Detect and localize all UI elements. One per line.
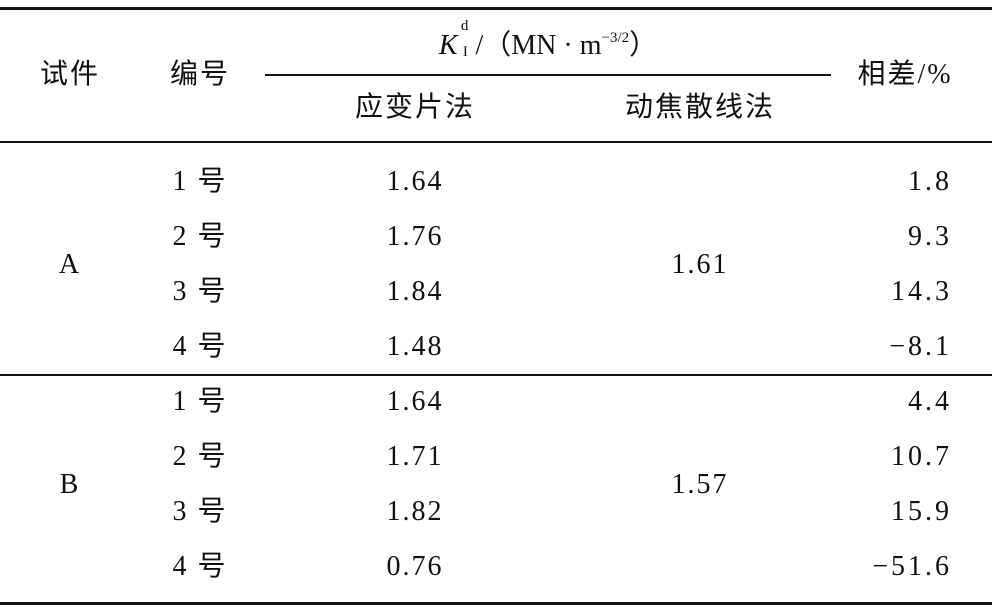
strain-value: 1.84 bbox=[386, 276, 444, 307]
bottom-rule bbox=[0, 602, 992, 605]
unit-exp: −3/2 bbox=[601, 30, 630, 46]
header-specimen: 试件 bbox=[39, 59, 101, 90]
row-number: 3 号 bbox=[172, 276, 228, 307]
unit-suffix: ） bbox=[629, 30, 658, 61]
symbol-main: K bbox=[438, 30, 458, 61]
header-number: 编号 bbox=[169, 59, 231, 90]
difference-value: 10.7 bbox=[891, 441, 952, 472]
difference-value: −8.1 bbox=[889, 331, 952, 362]
strain-value: 1.71 bbox=[386, 441, 444, 472]
strain-value: 1.64 bbox=[386, 386, 444, 417]
row-number: 2 号 bbox=[172, 221, 228, 252]
strain-value: 1.82 bbox=[386, 496, 444, 527]
difference-value: −51.6 bbox=[872, 551, 952, 582]
difference-value: 9.3 bbox=[908, 221, 952, 252]
symbol-sup: d bbox=[460, 18, 469, 34]
strain-value: 1.64 bbox=[386, 166, 444, 197]
difference-value: 1.8 bbox=[908, 166, 952, 197]
top-rule bbox=[0, 7, 992, 10]
caustic-value: 1.61 bbox=[671, 248, 729, 280]
symbol-sub: I bbox=[462, 44, 468, 60]
row-number: 4 号 bbox=[172, 551, 228, 582]
difference-value: 4.4 bbox=[908, 386, 952, 417]
strain-value: 1.76 bbox=[386, 221, 444, 252]
strain-value: 1.48 bbox=[386, 331, 444, 362]
row-number: 4 号 bbox=[172, 331, 228, 362]
row-number: 2 号 bbox=[172, 441, 228, 472]
group-rule bbox=[265, 74, 831, 76]
header-diff: 相差/% bbox=[857, 59, 953, 90]
header-strain: 应变片法 bbox=[354, 92, 476, 123]
header-rule bbox=[0, 141, 992, 143]
specimen: B bbox=[59, 468, 81, 500]
difference-value: 14.3 bbox=[891, 276, 952, 307]
difference-value: 15.9 bbox=[891, 496, 952, 527]
unit-prefix: /（MN · m bbox=[475, 30, 602, 61]
header-caustic: 动焦散线法 bbox=[624, 92, 776, 123]
strain-value: 0.76 bbox=[386, 551, 444, 582]
row-number: 1 号 bbox=[172, 166, 228, 197]
caustic-value: 1.57 bbox=[671, 468, 729, 500]
row-number: 1 号 bbox=[172, 386, 228, 417]
specimen: A bbox=[58, 248, 82, 280]
row-number: 3 号 bbox=[172, 496, 228, 527]
group-separator bbox=[0, 374, 992, 376]
